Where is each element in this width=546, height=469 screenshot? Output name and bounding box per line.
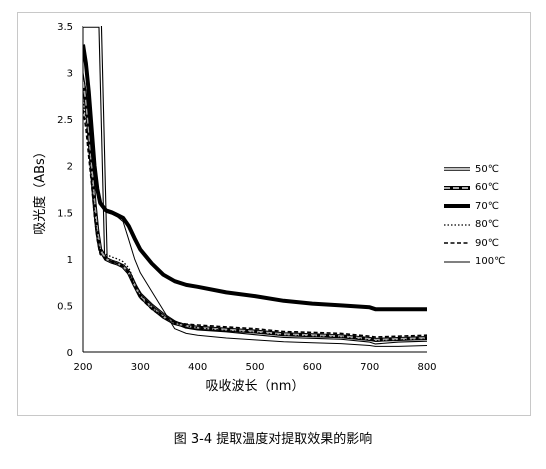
legend-swatch	[444, 167, 470, 172]
legend-label: 70℃	[475, 200, 499, 212]
legend-item: 100℃	[443, 253, 538, 272]
y-tick-label: 1.5	[57, 208, 73, 219]
legend-label: 90℃	[475, 237, 499, 249]
legend-item: 50℃	[443, 160, 538, 179]
legend-item: 90℃	[443, 234, 538, 253]
legend-label: 60℃	[475, 182, 499, 194]
x-tick-label: 800	[417, 362, 436, 373]
series-line-4	[83, 100, 427, 342]
legend-item: 70℃	[443, 197, 538, 216]
figure-caption: 图 3-4 提取温度对提取效果的影响	[173, 432, 373, 447]
x-tick-label: 300	[131, 362, 150, 373]
legend-swatch	[444, 204, 470, 209]
legend-item: 80℃	[443, 216, 538, 235]
y-tick-label: 3	[67, 69, 73, 80]
y-tick-label: 2	[67, 162, 73, 173]
series-line-6	[83, 72, 427, 347]
series-line-5	[83, 109, 427, 338]
x-tick-label: 700	[360, 362, 379, 373]
x-tick-label: 600	[303, 362, 322, 373]
y-tick-label: 0	[67, 348, 73, 359]
y-tick-label: 3.5	[57, 22, 73, 33]
legend-swatch	[444, 224, 470, 226]
legend-swatch	[444, 242, 470, 245]
x-tick-label: 400	[188, 362, 207, 373]
y-tick-label: 0.5	[57, 301, 73, 312]
series-line-2	[83, 81, 427, 342]
legend-swatch	[444, 185, 470, 190]
legend-label: 80℃	[475, 219, 499, 231]
x-tick-label: 200	[73, 362, 92, 373]
legend-label: 50℃	[475, 163, 499, 175]
chart-legend: 50℃ 60℃ 70℃ 80℃ 90℃ 100℃	[443, 160, 538, 271]
y-tick-label: 1	[67, 255, 73, 266]
legend-label: 100℃	[475, 256, 506, 268]
x-axis-label: 吸收波长（nm）	[206, 379, 305, 394]
legend-item: 60℃	[443, 179, 538, 198]
series-line-3	[83, 44, 427, 312]
x-tick-label: 500	[245, 362, 264, 373]
legend-swatch	[444, 261, 470, 263]
y-axis-label: 吸光度（ABs）	[32, 145, 48, 235]
y-tick-label: 2.5	[57, 115, 73, 126]
